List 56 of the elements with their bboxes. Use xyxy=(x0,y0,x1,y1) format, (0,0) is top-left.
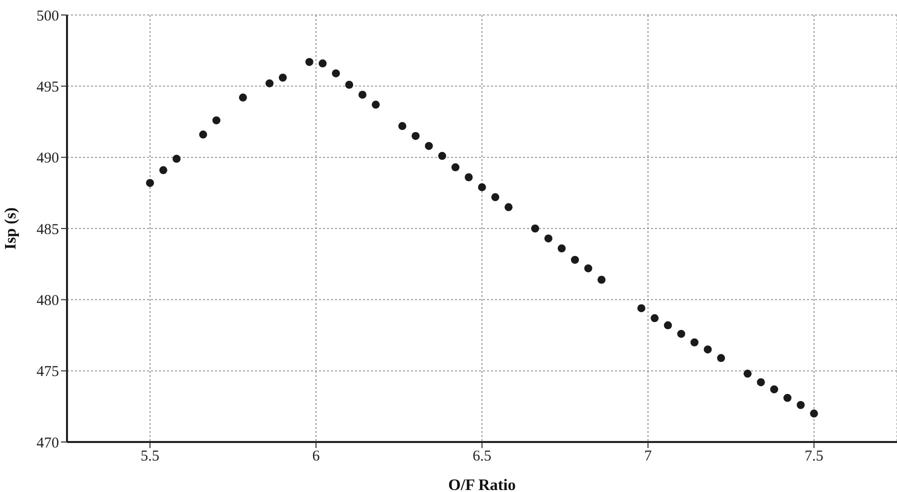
x-tick-label: 7 xyxy=(644,448,652,465)
x-tick-label: 5.5 xyxy=(140,448,160,465)
point xyxy=(438,152,446,160)
point xyxy=(464,173,473,182)
point xyxy=(424,142,433,150)
point xyxy=(770,385,778,394)
point xyxy=(796,400,805,409)
point xyxy=(531,224,540,232)
y-tick-label: 500 xyxy=(36,8,59,24)
point xyxy=(744,370,752,378)
point xyxy=(238,94,247,102)
point xyxy=(305,58,314,66)
point xyxy=(756,378,765,386)
point xyxy=(504,203,513,212)
point xyxy=(172,154,181,163)
y-tick-label: 485 xyxy=(36,222,59,238)
point xyxy=(278,74,287,82)
y-tick-label: 470 xyxy=(36,435,59,452)
point xyxy=(598,276,606,284)
y-tick-label: 480 xyxy=(36,292,59,309)
point xyxy=(810,410,818,418)
point xyxy=(478,183,486,192)
point xyxy=(412,132,420,140)
point xyxy=(199,130,208,139)
point xyxy=(451,163,460,172)
y-tick-label: 475 xyxy=(36,364,59,380)
point xyxy=(544,234,552,242)
point xyxy=(345,80,354,89)
point xyxy=(398,122,406,130)
x-axis-title: O/F Ratio xyxy=(448,477,516,492)
point xyxy=(212,116,220,124)
point xyxy=(570,256,579,264)
y-tick-label: 490 xyxy=(36,150,59,167)
point xyxy=(146,178,154,187)
point xyxy=(637,304,646,312)
point xyxy=(266,79,274,88)
point xyxy=(372,100,380,109)
point xyxy=(584,264,592,272)
x-tick-label: 7.5 xyxy=(804,448,824,465)
point xyxy=(783,394,792,402)
point xyxy=(358,90,366,99)
point xyxy=(558,244,566,252)
point xyxy=(704,345,712,354)
x-tick-label: 6.5 xyxy=(472,448,492,465)
x-tick-label: 6 xyxy=(312,448,320,465)
y-tick-label: 495 xyxy=(36,79,59,96)
y-axis-title: Isp (s) xyxy=(2,207,20,250)
point xyxy=(664,321,672,330)
point xyxy=(318,59,327,68)
point xyxy=(650,314,659,322)
point xyxy=(717,354,726,362)
point xyxy=(690,338,698,346)
point xyxy=(332,69,340,78)
point xyxy=(677,330,686,338)
point xyxy=(491,193,500,202)
point xyxy=(159,166,168,174)
